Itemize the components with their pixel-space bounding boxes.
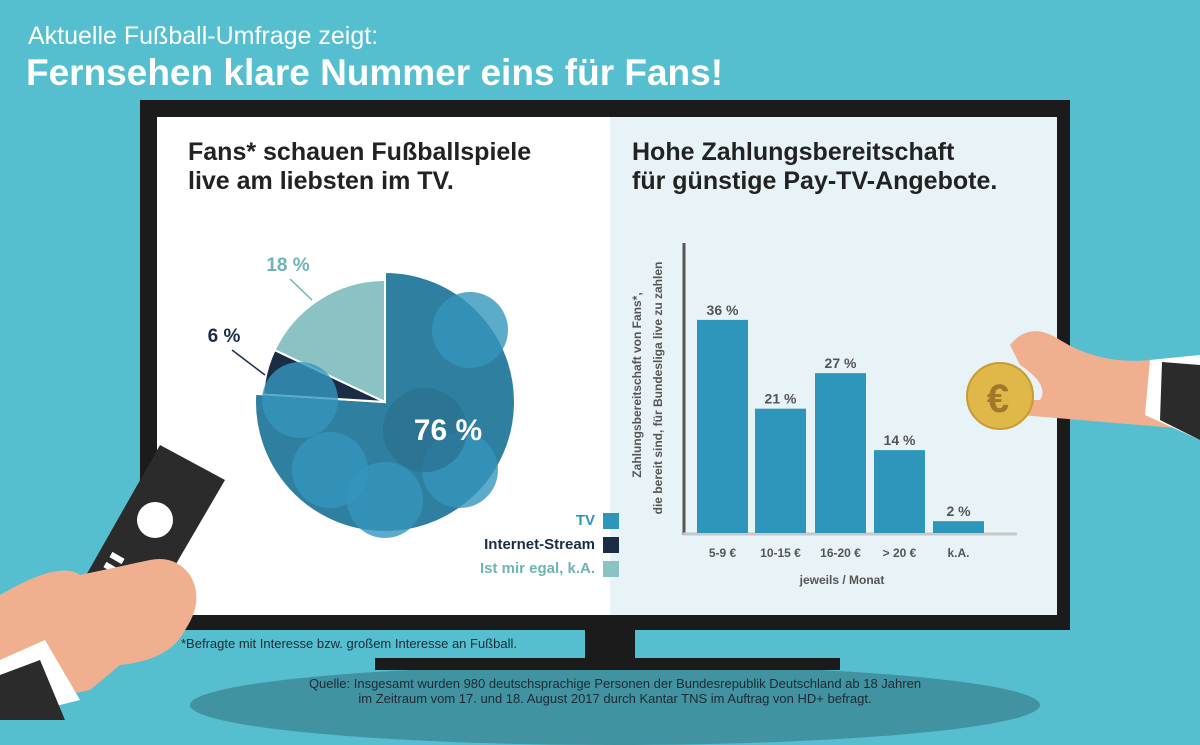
legend-label: TV [575, 512, 595, 529]
x-tick-label: k.A. [947, 546, 969, 560]
x-tick-label: > 20 € [883, 546, 917, 560]
ball-panel [432, 292, 508, 368]
sleeve [1160, 362, 1200, 440]
pie-label-internet: 6 % [208, 326, 241, 347]
pie-title: Fans* schauen Fußballspiele live am lieb… [188, 138, 531, 196]
x-tick-label: 16-20 € [820, 546, 861, 560]
bar-value-label: 27 % [825, 355, 857, 371]
bar [815, 373, 866, 533]
x-tick-label: 5-9 € [709, 546, 737, 560]
bar-title: Hohe Zahlungsbereitschaft für günstige P… [632, 138, 997, 196]
bar [874, 450, 925, 533]
headline: Fernsehen klare Nummer eins für Fans! [26, 52, 724, 93]
source-line: im Zeitraum vom 17. und 18. August 2017 … [358, 691, 872, 706]
leader-line [231, 349, 266, 376]
y-axis-label: Zahlungsbereitschaft von Fans*, [630, 292, 644, 477]
footnote: *Befragte mit Interesse bzw. großem Inte… [181, 636, 517, 651]
y-axis-label: die bereit sind, für Bundesliga live zu … [651, 262, 665, 515]
ball-panel [262, 362, 338, 438]
ball-panel [383, 388, 467, 472]
ball-panel [347, 462, 423, 538]
legend-swatch [603, 536, 619, 553]
bar-value-label: 2 % [946, 503, 971, 519]
bar [697, 319, 748, 533]
source-line: Quelle: Insgesamt wurden 980 deutschspra… [308, 676, 922, 691]
tv-stand-post [585, 615, 635, 660]
legend-item-egal: Ist mir egal, k.A. [345, 560, 619, 577]
x-axis-label: jeweils / Monat [799, 573, 885, 587]
legend-item-internet: Internet-Stream [345, 536, 619, 553]
bar-value-label: 21 % [765, 391, 797, 407]
kicker: Aktuelle Fußball-Umfrage zeigt: [28, 22, 379, 50]
bar [755, 408, 806, 533]
charts: 76 % 6 % 18 % 36 % 5-9 € 21 % 10-15 € 27 % 16-20… [0, 243, 1200, 720]
euro-icon: € [987, 377, 1009, 421]
legend-label: Internet-Stream [484, 536, 595, 553]
remote-dpad [137, 502, 173, 538]
x-tick-label: 10-15 € [760, 546, 801, 560]
bar [933, 521, 984, 533]
pie-label-egal: 18 % [266, 255, 309, 276]
bar-value-label: 36 % [707, 302, 739, 318]
bar-title-line: für günstige Pay-TV-Angebote. [632, 167, 998, 195]
source-note: Quelle: Insgesamt wurden 980 deutschspra… [190, 676, 1040, 706]
legend-swatch [603, 560, 619, 577]
bar-title-line: Hohe Zahlungsbereitschaft [632, 138, 955, 166]
remote-button [109, 551, 125, 565]
legend-item-tv: TV [345, 512, 619, 529]
pie-slice [273, 278, 386, 404]
sleeve-left [0, 660, 65, 720]
legend-swatch [603, 512, 619, 529]
leader-line [289, 278, 313, 301]
pie-label-tv: 76 % [414, 414, 482, 447]
tv-stand-base [375, 658, 840, 670]
pie-title-line: live am liebsten im TV. [188, 167, 454, 195]
pie-legend: TV Internet-Stream Ist mir egal, k.A. [345, 512, 619, 577]
legend-label: Ist mir egal, k.A. [479, 560, 595, 577]
bar-value-label: 14 % [884, 432, 916, 448]
coin-icon [966, 362, 1034, 430]
pie-title-line: Fans* schauen Fußballspiele [188, 138, 532, 166]
